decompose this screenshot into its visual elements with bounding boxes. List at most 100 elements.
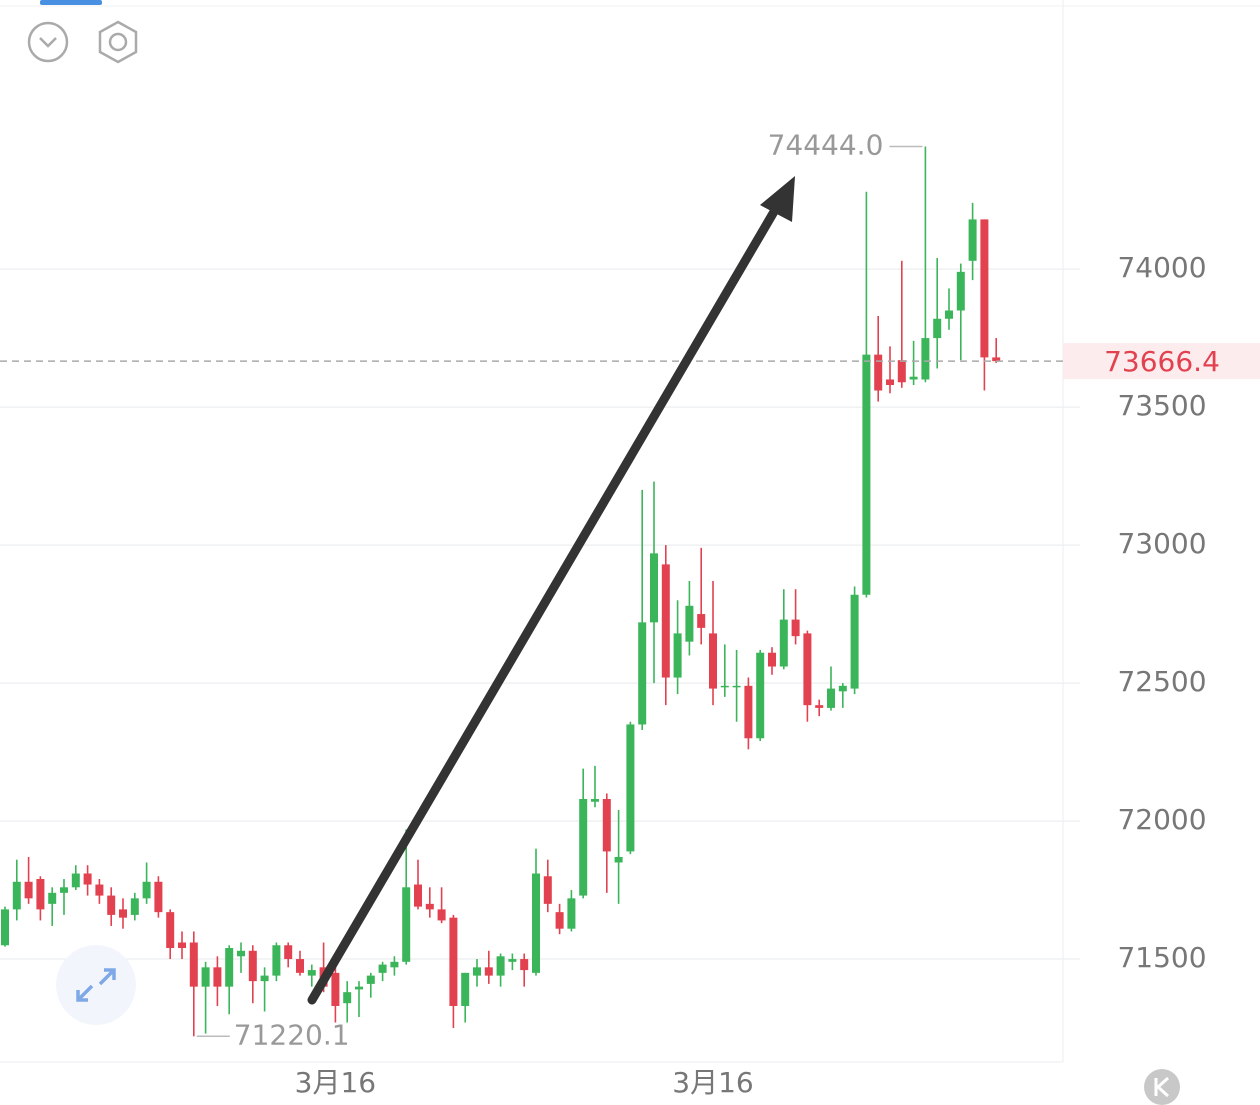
candle-body [827, 688, 835, 708]
candle-body [355, 986, 363, 990]
y-tick-label: 74000 [1117, 251, 1206, 284]
candle-body [461, 972, 470, 1006]
y-tick-label: 72000 [1117, 803, 1206, 836]
candle-body [425, 903, 434, 910]
high-label: 74444.0 [768, 129, 884, 162]
candle-body [579, 798, 588, 896]
candle-body [673, 633, 682, 678]
x-tick-label: 3月16 [672, 1066, 753, 1099]
candle-body [414, 884, 422, 907]
candle-body [838, 685, 847, 692]
candle-body [968, 219, 977, 261]
candle-body [897, 360, 906, 383]
candle-body [945, 310, 953, 319]
candle-body [791, 619, 800, 637]
y-tick-label: 73500 [1117, 389, 1206, 422]
candle-body [638, 622, 647, 725]
candle-body [756, 652, 765, 739]
y-tick-label: 71500 [1117, 941, 1206, 974]
k-icon[interactable] [1144, 1069, 1180, 1105]
candle-body [237, 950, 245, 957]
candle-body [508, 959, 517, 962]
candle-body [532, 873, 540, 973]
y-tick-label: 73000 [1117, 527, 1206, 560]
candle-body [543, 876, 552, 904]
candle-body [402, 887, 411, 962]
candle-body [768, 652, 776, 667]
candle-body [909, 376, 918, 380]
candle-body [248, 950, 257, 982]
candle-body [933, 318, 942, 339]
candle-body [331, 972, 340, 1006]
settings-icon[interactable] [98, 20, 138, 64]
candle-body [296, 959, 304, 973]
candle-body [189, 942, 198, 987]
candle-body [779, 619, 788, 667]
candle-body [650, 553, 658, 623]
last-price-tag [1063, 343, 1260, 380]
candle-body [614, 856, 623, 863]
candle-body [272, 945, 281, 976]
candle-body [437, 909, 446, 921]
candle-body [992, 357, 1001, 362]
candle-body [390, 961, 399, 968]
candle-body [874, 354, 883, 391]
candle-body [484, 967, 493, 976]
candle-body [473, 967, 481, 976]
candle-body [225, 948, 234, 987]
candle-body [12, 881, 21, 910]
candle-body [213, 967, 222, 987]
last-price-label: 73666.4 [1104, 345, 1220, 378]
candle-body [1, 909, 9, 946]
candle-body [36, 879, 45, 910]
candle-body [142, 881, 151, 899]
candle-body [626, 724, 635, 852]
candle-body [260, 975, 269, 982]
candle-body [107, 895, 116, 915]
tab-indicator[interactable] [40, 0, 102, 5]
candle-body [48, 892, 57, 904]
candle-body [850, 594, 859, 689]
candle-body [71, 873, 80, 888]
candle-body [449, 917, 458, 1006]
candle-body [366, 975, 375, 984]
candle-body [496, 956, 505, 976]
expand-icon[interactable] [56, 945, 136, 1025]
candle-body [886, 379, 894, 386]
candle-body [378, 964, 387, 973]
dropdown-icon[interactable] [27, 21, 69, 63]
candle-body [567, 898, 576, 929]
candle-body [60, 887, 68, 893]
candle-body [24, 881, 33, 899]
candle-body [744, 685, 753, 739]
candle-body [83, 873, 92, 885]
candle-body [130, 898, 139, 915]
candle-body [709, 633, 717, 689]
candle-body [815, 705, 824, 708]
candle-body [178, 942, 186, 949]
candle-body [732, 685, 741, 688]
candle-body [720, 685, 729, 688]
candle-body [307, 970, 316, 976]
candle-body [661, 564, 670, 678]
candle-body [520, 959, 529, 971]
candle-body [555, 912, 564, 929]
trend-arrow [307, 176, 795, 1005]
y-tick-label: 72500 [1117, 665, 1206, 698]
x-tick-label: 3月16 [295, 1066, 376, 1099]
candle-body [803, 633, 812, 706]
candle-body [166, 912, 175, 949]
candle-body [95, 884, 104, 896]
candle-body [921, 338, 930, 380]
candle-body [284, 945, 293, 960]
candle-body [956, 271, 965, 311]
candle-body [602, 798, 611, 852]
candle-body [343, 992, 352, 1004]
candle-body [154, 881, 163, 913]
candle-body [591, 798, 599, 802]
candle-body [980, 219, 989, 358]
candle-body [201, 967, 210, 987]
candle-body [685, 605, 694, 642]
